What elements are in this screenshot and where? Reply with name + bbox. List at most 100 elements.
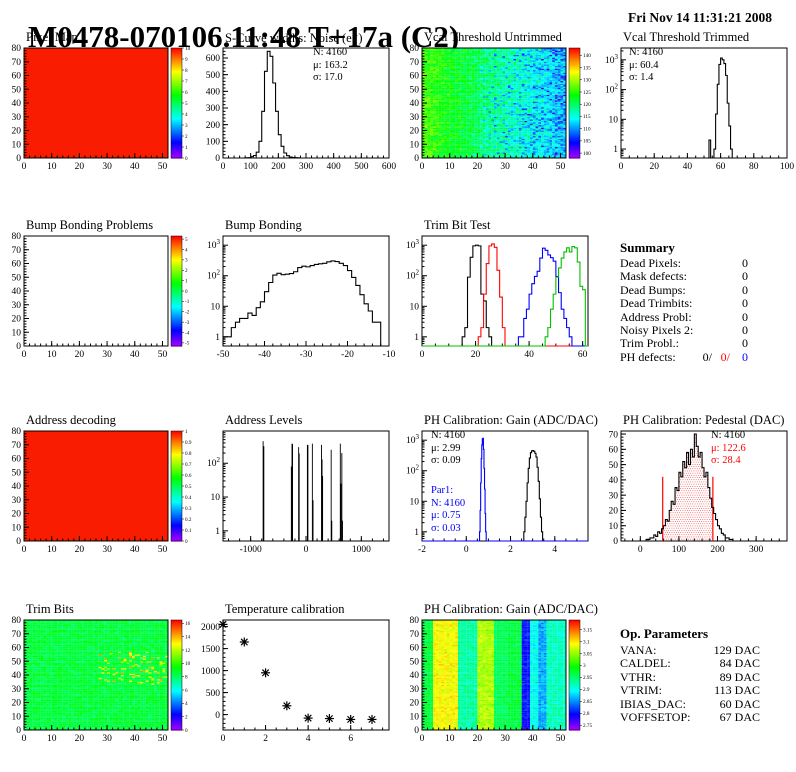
- panel-title: PH Calibration: Gain (ADC/DAC): [424, 602, 598, 616]
- panel-title: S-Curve widths: Noise (e⁻): [225, 31, 363, 45]
- summary-label: PH defects:: [620, 349, 676, 364]
- panel-pixel-map: Pixel Map: [0, 30, 199, 200]
- address-decoding-canvas: [0, 427, 199, 561]
- panel-summary: Summary Dead Pixels: 0 Mask defects: 0 Dea…: [597, 218, 796, 388]
- op-parameter-value: 60 DAC: [719, 696, 760, 711]
- summary-value: 0: [742, 309, 748, 324]
- stat-line: μ: 60.4: [629, 59, 659, 71]
- panel-title: Temperature calibration: [225, 602, 345, 616]
- stat-line: σ: 0.03: [431, 522, 461, 534]
- stat-line: σ: 28.4: [711, 455, 741, 466]
- stat-line: N: 4160: [313, 47, 348, 58]
- summary-label: Dead Trimbits:: [620, 296, 693, 311]
- op-parameters-title: Op. Parameters: [620, 626, 709, 641]
- panel-bump-bonding: Bump Bonding: [199, 218, 398, 388]
- panel-trim-bit-test: Trim Bit Test: [398, 218, 597, 388]
- op-parameter-value: 84 DAC: [719, 656, 760, 671]
- stat-line: N: 4160: [431, 497, 466, 509]
- panel-title: Pixel Map: [26, 30, 78, 44]
- summary-label: Mask defects:: [620, 269, 687, 284]
- vcal-untrimmed-canvas: [398, 44, 597, 178]
- panel-ph-gain-map: PH Calibration: Gain (ADC/DAC): [398, 602, 598, 772]
- stat-line: N: 4160: [431, 430, 466, 441]
- op-parameter-value: 113 DAC: [714, 683, 760, 698]
- scurve-noise-canvas: [199, 44, 398, 178]
- panel-title: Bump Bonding: [225, 218, 302, 232]
- stat-line: μ: 163.2: [313, 59, 348, 71]
- op-parameter-row: VOFFSETOP: 67 DAC: [620, 710, 760, 725]
- bump-bonding-problems-canvas: [0, 232, 199, 366]
- summary-row-ph-defects: PH defects: 0/ 0/ 0: [620, 349, 748, 364]
- stat-line: σ: 17.0: [313, 72, 343, 83]
- panel-title: Vcal Threshold Trimmed: [623, 30, 750, 44]
- panel-title: Address decoding: [26, 413, 116, 427]
- stats-box: N: 4160 μ: 2.99 σ: 0.09: [431, 430, 465, 468]
- stat-line: N: 4160: [629, 47, 664, 58]
- bump-bonding-canvas: [199, 232, 398, 366]
- panel-trim-bits: Trim Bits: [0, 602, 199, 772]
- op-parameter-label: VANA:: [620, 643, 657, 657]
- op-parameter-row: IBIAS_DAC: 60 DAC: [620, 696, 760, 711]
- summary-value: 0: [742, 256, 748, 270]
- summary-row: Address Probl: 0: [620, 309, 748, 324]
- panel-op-parameters: Op. Parameters VANA: 129 DAC CALDEL: 84 DA…: [597, 602, 796, 772]
- op-parameter-label: VOFFSETOP:: [620, 710, 691, 725]
- summary-label: Noisy Pixels 2:: [620, 323, 694, 338]
- summary-row: Trim Probl.: 0: [620, 336, 748, 351]
- panel-title: PH Calibration: Pedestal (DAC): [623, 413, 785, 427]
- panel-title: Vcal Threshold Untrimmed: [424, 30, 562, 44]
- ph-defects-value: 0/: [702, 349, 712, 364]
- stats-box: N: 4160 μ: 60.4 σ: 1.4: [629, 47, 663, 85]
- ph-defects-value: 0: [742, 349, 748, 364]
- op-parameter-label: CALDEL:: [620, 656, 671, 671]
- stat-line: σ: 1.4: [629, 72, 654, 83]
- stats-box: N: 4160 μ: 163.2 σ: 17.0: [313, 47, 348, 85]
- vcal-trimmed-canvas: [597, 44, 796, 178]
- panel-ph-pedestal: PH Calibration: Pedestal (DAC) N: 4160 μ…: [597, 413, 796, 583]
- summary-row: Dead Trimbits: 0: [620, 296, 748, 311]
- trim-bit-test-canvas: [398, 232, 597, 366]
- panel-title: Trim Bit Test: [424, 218, 491, 232]
- summary-row: Mask defects: 0: [620, 269, 748, 284]
- summary-value: 0: [742, 296, 748, 311]
- summary-row: Dead Pixels: 0: [620, 256, 748, 270]
- pixel-map-canvas: [0, 44, 199, 178]
- op-parameter-row: VTHR: 89 DAC: [620, 669, 760, 684]
- op-parameter-row: CALDEL: 84 DAC: [620, 656, 760, 671]
- temperature-calibration-canvas: [199, 616, 398, 750]
- panel-title: Trim Bits: [26, 602, 74, 616]
- ph-defects-value: 0/: [720, 349, 730, 364]
- stat-line: μ: 0.75: [431, 510, 461, 521]
- panel-scurve-noise: S-Curve widths: Noise (e⁻) N: 4160 μ: 16…: [199, 30, 398, 200]
- stat-line: μ: 2.99: [431, 442, 461, 454]
- ph-pedestal-canvas: [597, 427, 796, 561]
- summary-label: Dead Bumps:: [620, 282, 686, 297]
- summary-label: Trim Probl.:: [620, 336, 679, 351]
- op-parameter-value: 89 DAC: [719, 669, 760, 684]
- stats-box-par1: Par1: N: 4160 μ: 0.75 σ: 0.03: [431, 485, 465, 535]
- summary-rows: Dead Pixels: 0 Mask defects: 0 Dead Bumps:…: [620, 256, 748, 364]
- timestamp: Fri Nov 14 11:31:21 2008: [628, 10, 772, 25]
- stat-line: μ: 122.6: [711, 442, 746, 454]
- summary-label: Address Probl:: [620, 309, 692, 324]
- op-parameter-row: VANA: 129 DAC: [620, 643, 760, 657]
- summary-value: 0: [742, 282, 748, 297]
- stat-line: Par1:: [431, 485, 454, 496]
- summary-value: 0: [742, 323, 748, 338]
- summary-title: Summary: [620, 240, 675, 255]
- ph-gain-hist-canvas: [398, 427, 597, 561]
- panel-vcal-trimmed: Vcal Threshold Trimmed N: 4160 μ: 60.4 σ…: [597, 30, 796, 200]
- panel-address-levels: Address Levels: [199, 413, 398, 583]
- op-parameter-label: IBIAS_DAC:: [620, 696, 687, 711]
- op-parameters-rows: VANA: 129 DAC CALDEL: 84 DAC VTHR: 89 DAC V…: [620, 643, 760, 725]
- panel-address-decoding: Address decoding: [0, 413, 199, 583]
- stat-line: N: 4160: [711, 430, 746, 441]
- panel-ph-gain-hist: PH Calibration: Gain (ADC/DAC) N: 4160 μ…: [398, 413, 598, 583]
- panel-title: PH Calibration: Gain (ADC/DAC): [424, 413, 598, 427]
- op-parameter-value: 67 DAC: [719, 710, 760, 725]
- op-parameter-label: VTRIM:: [620, 683, 662, 698]
- summary-value: 0: [742, 336, 748, 351]
- ph-gain-map-canvas: [398, 616, 597, 750]
- stats-box: N: 4160 μ: 122.6 σ: 28.4: [711, 430, 746, 468]
